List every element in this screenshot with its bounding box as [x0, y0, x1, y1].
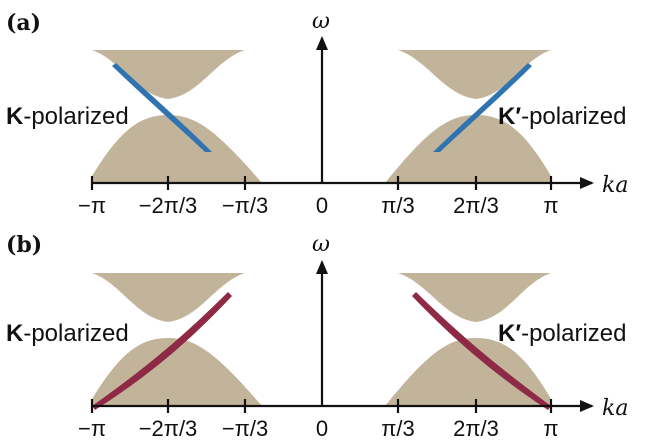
panel-b-tick-label-2pi3: 2π/3: [453, 416, 499, 440]
panel-a-left-polarization-valley: K: [6, 103, 24, 130]
panel-b-left-lower-band: [92, 338, 262, 406]
panel-b-omega-label: ω: [312, 232, 330, 257]
panel-a-ka-label: ka: [602, 173, 628, 198]
panel-a-omega-label: ω: [312, 9, 330, 34]
panel-a-tick-label-zero: 0: [316, 193, 328, 218]
panel-b-right-lower-band: [385, 338, 551, 406]
panel-a-right-edge-state: [433, 63, 532, 152]
panel-a-left-lower-band: [92, 115, 262, 183]
panel-b-left-upper-band: [92, 273, 245, 322]
panel-b-right-polarization-label: K′-polarized: [498, 320, 626, 347]
panel-a-tick-label-pi3: π/3: [381, 193, 415, 218]
panel-b-tick-label-pi: π: [543, 416, 558, 440]
panel-b-right-polarization-valley: K′: [498, 320, 521, 347]
panel-b-tick-label-zero: 0: [316, 416, 328, 440]
panel-b-tick-label-neg-pi3: −π/3: [222, 416, 268, 440]
panel-a-left-upper-band: [92, 50, 245, 99]
panel-b-tick-label-neg-pi: −π: [78, 416, 106, 440]
panel-a-right-polarization-label: K′-polarized: [498, 103, 626, 130]
panel-a-right-upper-band: [398, 50, 551, 99]
panel-b-tick-label-neg-2pi3: −2π/3: [139, 416, 198, 440]
panel-a-tick-label-neg-pi: −π: [78, 193, 106, 218]
panel-a-tick-label-pi: π: [543, 193, 558, 218]
panel-a-tick-label-neg-2pi3: −2π/3: [139, 193, 198, 218]
panel-a-label: (a): [6, 10, 41, 36]
panel-a-left-polarization-text: -polarized: [23, 103, 128, 130]
panel-b-right-polarization-text: -polarized: [521, 320, 626, 347]
panel-a-left-edge-state: [112, 63, 212, 152]
panel-a-right-lower-band: [385, 115, 551, 183]
panel-b-right-upper-band: [398, 273, 551, 322]
panel-a: (a) ω ka −π −2π/3 −π/3 0 π/3 2π/3 π: [6, 9, 628, 218]
panel-b-left-polarization-label: K-polarized: [6, 320, 129, 347]
panel-a-left-polarization-label: K-polarized: [6, 103, 129, 130]
panel-a-right-polarization-valley: K′: [498, 103, 521, 130]
panel-b-right-edge-state: [412, 292, 551, 410]
panel-a-tick-label-2pi3: 2π/3: [453, 193, 499, 218]
panel-b-label: (b): [6, 232, 42, 258]
panel-b-tick-label-pi3: π/3: [381, 416, 415, 440]
panel-b: (b) ω ka −π −2π/3 −π/3 0 π/3 2π/3 π: [6, 232, 628, 440]
panel-b-left-edge-state: [92, 292, 232, 410]
panel-a-tick-label-neg-pi3: −π/3: [222, 193, 268, 218]
panel-a-right-polarization-text: -polarized: [521, 103, 626, 130]
panel-b-left-polarization-valley: K: [6, 320, 24, 347]
panel-b-left-polarization-text: -polarized: [23, 320, 128, 347]
panel-b-ka-label: ka: [602, 396, 628, 421]
